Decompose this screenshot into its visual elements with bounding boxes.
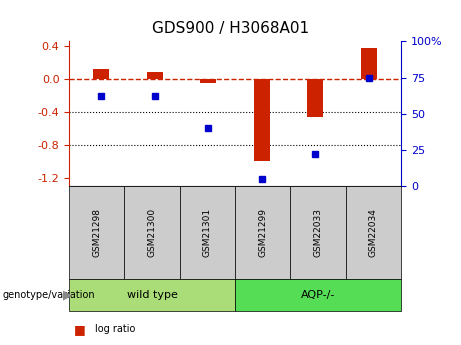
Text: GSM21301: GSM21301 [203,208,212,257]
Text: ■: ■ [74,323,85,336]
Bar [361,48,377,79]
Text: GSM21298: GSM21298 [92,208,101,257]
Text: GDS900 / H3068A01: GDS900 / H3068A01 [152,21,309,36]
Bar [201,79,216,83]
Bar [93,69,109,79]
Text: GSM22033: GSM22033 [313,208,323,257]
Text: GSM21300: GSM21300 [148,208,157,257]
Bar [147,72,163,79]
Text: wild type: wild type [127,290,177,300]
Text: genotype/variation: genotype/variation [2,290,95,300]
Bar [307,79,324,117]
Text: ■: ■ [74,344,85,345]
Bar [254,79,270,161]
Text: ▶: ▶ [64,288,73,302]
Text: GSM22034: GSM22034 [369,208,378,257]
Text: log ratio: log ratio [95,325,135,334]
Text: AQP-/-: AQP-/- [301,290,335,300]
Text: GSM21299: GSM21299 [258,208,267,257]
